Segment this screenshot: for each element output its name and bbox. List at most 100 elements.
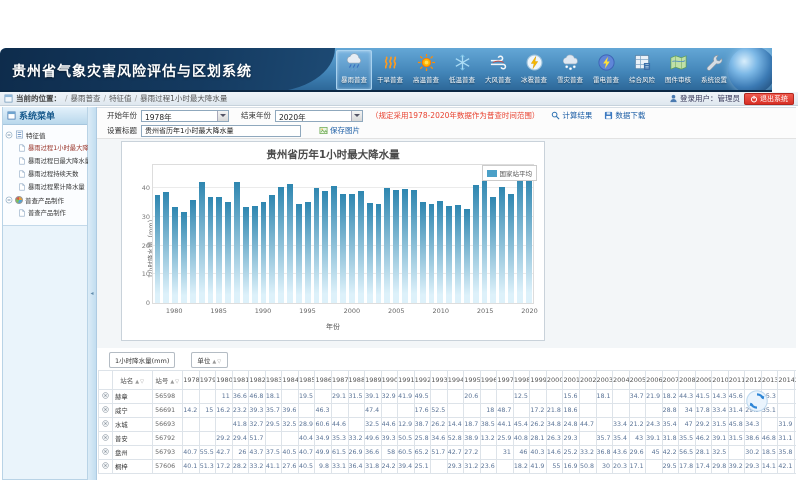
year-column-header[interactable]: 2015	[793, 370, 796, 390]
breadcrumb-item-3[interactable]: 暴雨过程1小时最大降水量	[140, 94, 228, 103]
year-column-header[interactable]: 2005	[628, 370, 647, 390]
sort-icons: ▲▽	[212, 359, 223, 365]
year-column-header[interactable]: 2012	[744, 370, 762, 390]
value-cell: 17.2	[215, 459, 233, 474]
year-column-header[interactable]: 1983	[264, 370, 283, 390]
year-column-header[interactable]: 2004	[612, 370, 630, 390]
year-column-header[interactable]: 2003	[595, 370, 614, 390]
tree-group-0[interactable]: 特征值	[5, 128, 87, 141]
toolbar-item-system-settings[interactable]: 系统设置	[696, 50, 732, 90]
value-cell: 29.5	[661, 459, 680, 474]
year-column-header[interactable]: 2001	[562, 370, 580, 390]
tree-group-1[interactable]: 普查产品制作	[5, 193, 87, 206]
row-expand-icon[interactable]	[98, 431, 114, 446]
year-column-header[interactable]: 1982	[248, 370, 266, 390]
row-expand-icon[interactable]	[98, 445, 114, 460]
year-column-header[interactable]: 1991	[397, 370, 415, 390]
toolbar-item-rainstorm-survey[interactable]: 暴雨普查	[336, 50, 372, 90]
bar-2009	[428, 204, 435, 303]
row-expand-icon[interactable]	[98, 403, 114, 418]
tree-item-0-3[interactable]: 暴雨过程累计降水量	[5, 180, 87, 193]
chart-title-input[interactable]	[141, 124, 301, 137]
year-column-header[interactable]: 2010	[711, 370, 729, 390]
toolbar-item-comprehensive-risk[interactable]: 综合风险	[624, 50, 660, 90]
year-column-header[interactable]: 2014	[777, 370, 795, 390]
toolbar-item-high-temp-survey[interactable]: 高温普查	[408, 50, 444, 90]
toolbar-item-drought-survey[interactable]: 干旱普查	[372, 50, 408, 90]
station-name-header[interactable]: 站名 ▲▽	[112, 370, 154, 390]
calc-result-button[interactable]: 计算结果	[551, 110, 592, 121]
value-cell	[612, 389, 630, 404]
data-download-button[interactable]: 数据下载	[604, 110, 645, 121]
year-column-header[interactable]: 2002	[578, 370, 597, 390]
tree-item-0-2[interactable]: 暴雨过程持续天数	[5, 167, 87, 180]
x-axis-ticks: 1980 1985 1990 1995 2000 2005 2010 2015 2020	[152, 307, 538, 316]
row-expand-icon[interactable]	[98, 389, 114, 404]
year-column-header[interactable]: 1995	[463, 370, 481, 390]
year-column-header[interactable]: 1998	[512, 370, 531, 390]
toolbar-item-snow-survey[interactable]: 雪灾普查	[552, 50, 588, 90]
year-column-header[interactable]: 1993	[430, 370, 448, 390]
sort-icons[interactable]: ▲▽	[135, 379, 145, 385]
value-cell: 50.8	[578, 459, 597, 474]
bar-2012	[455, 204, 461, 303]
tree-item-0-0[interactable]: 暴雨过程1小时最大降水量	[5, 141, 101, 154]
element-filter-dropdown[interactable]: 1小时降水量(mm)	[109, 352, 176, 368]
year-column-header[interactable]: 2011	[727, 370, 746, 390]
station-id-header[interactable]: 站号 ▲▽	[152, 370, 184, 390]
sidebar-splitter[interactable]: ◂	[88, 107, 97, 480]
year-column-header[interactable]: 2013	[760, 370, 779, 390]
year-column-header[interactable]: 1978	[182, 370, 200, 390]
rain-cloud-icon	[345, 52, 364, 73]
toolbar-item-low-temp-survey[interactable]: 低温普查	[444, 50, 480, 90]
value-cell	[645, 403, 663, 418]
year-column-header[interactable]: 2007	[661, 370, 680, 390]
toolbar-item-wind-survey[interactable]: 大风普查	[480, 50, 516, 90]
value-cell: 35.4	[612, 431, 630, 446]
value-cell: 17.1	[628, 459, 647, 474]
year-column-header[interactable]: 1996	[479, 370, 498, 390]
unit-filter-dropdown[interactable]: 单位 ▲▽	[191, 352, 229, 368]
year-column-header[interactable]: 1984	[281, 370, 299, 390]
year-column-header[interactable]: 2000	[545, 370, 564, 390]
end-year-select[interactable]: 2020年	[275, 109, 363, 122]
value-cell: 51.7	[430, 445, 448, 460]
year-column-header[interactable]: 2008	[678, 370, 696, 390]
year-column-header[interactable]: 2006	[645, 370, 663, 390]
toolbar-item-lightning-survey[interactable]: 雷电普查	[588, 50, 624, 90]
breadcrumb-item-2[interactable]: 特征值	[109, 94, 132, 103]
year-column-header[interactable]: 1979	[198, 370, 217, 390]
year-column-header[interactable]: 1981	[231, 370, 250, 390]
year-column-header[interactable]: 1986	[314, 370, 332, 390]
year-column-header[interactable]: 2009	[694, 370, 713, 390]
year-column-header[interactable]: 1987	[331, 370, 349, 390]
logout-button[interactable]: 退出系统	[744, 92, 794, 105]
year-column-header[interactable]: 1994	[446, 370, 465, 390]
toolbar-item-map-review[interactable]: 图件审核	[660, 50, 696, 90]
tree-item-0-1[interactable]: 暴雨过程日最大降水量	[5, 154, 91, 167]
row-expand-icon[interactable]	[98, 459, 114, 474]
year-column-header[interactable]: 1990	[380, 370, 399, 390]
chart-legend[interactable]: 国家站平均	[481, 165, 537, 181]
year-column-header[interactable]: 1988	[347, 370, 366, 390]
expander-icon[interactable]	[5, 131, 13, 139]
value-cell: 41.5	[694, 389, 713, 404]
toolbar-item-hail-survey[interactable]: 冰雹普查	[516, 50, 552, 90]
tree-item-1-0[interactable]: 普查产品制作	[5, 206, 87, 219]
year-column-header[interactable]: 1997	[496, 370, 514, 390]
year-column-header[interactable]: 1992	[413, 370, 432, 390]
sort-icons[interactable]: ▲▽	[170, 379, 181, 385]
year-column-header[interactable]: 1980	[215, 370, 233, 390]
bar-1980	[172, 206, 179, 303]
year-column-header[interactable]: 1989	[364, 370, 382, 390]
row-expand-icon[interactable]	[98, 417, 114, 432]
start-year-select[interactable]: 1978年	[141, 109, 229, 122]
save-image-button[interactable]: 保存图片	[319, 125, 360, 136]
year-column-header[interactable]: 1985	[297, 370, 316, 390]
expander-icon[interactable]	[5, 196, 13, 204]
station-name-cell: 普安	[112, 431, 154, 446]
breadcrumb-item-1[interactable]: 暴雨普查	[70, 94, 101, 103]
plot-area: 0 10 20 30 40	[142, 164, 534, 307]
year-column-header[interactable]: 1999	[529, 370, 547, 390]
value-cell: 33.2	[347, 431, 366, 446]
